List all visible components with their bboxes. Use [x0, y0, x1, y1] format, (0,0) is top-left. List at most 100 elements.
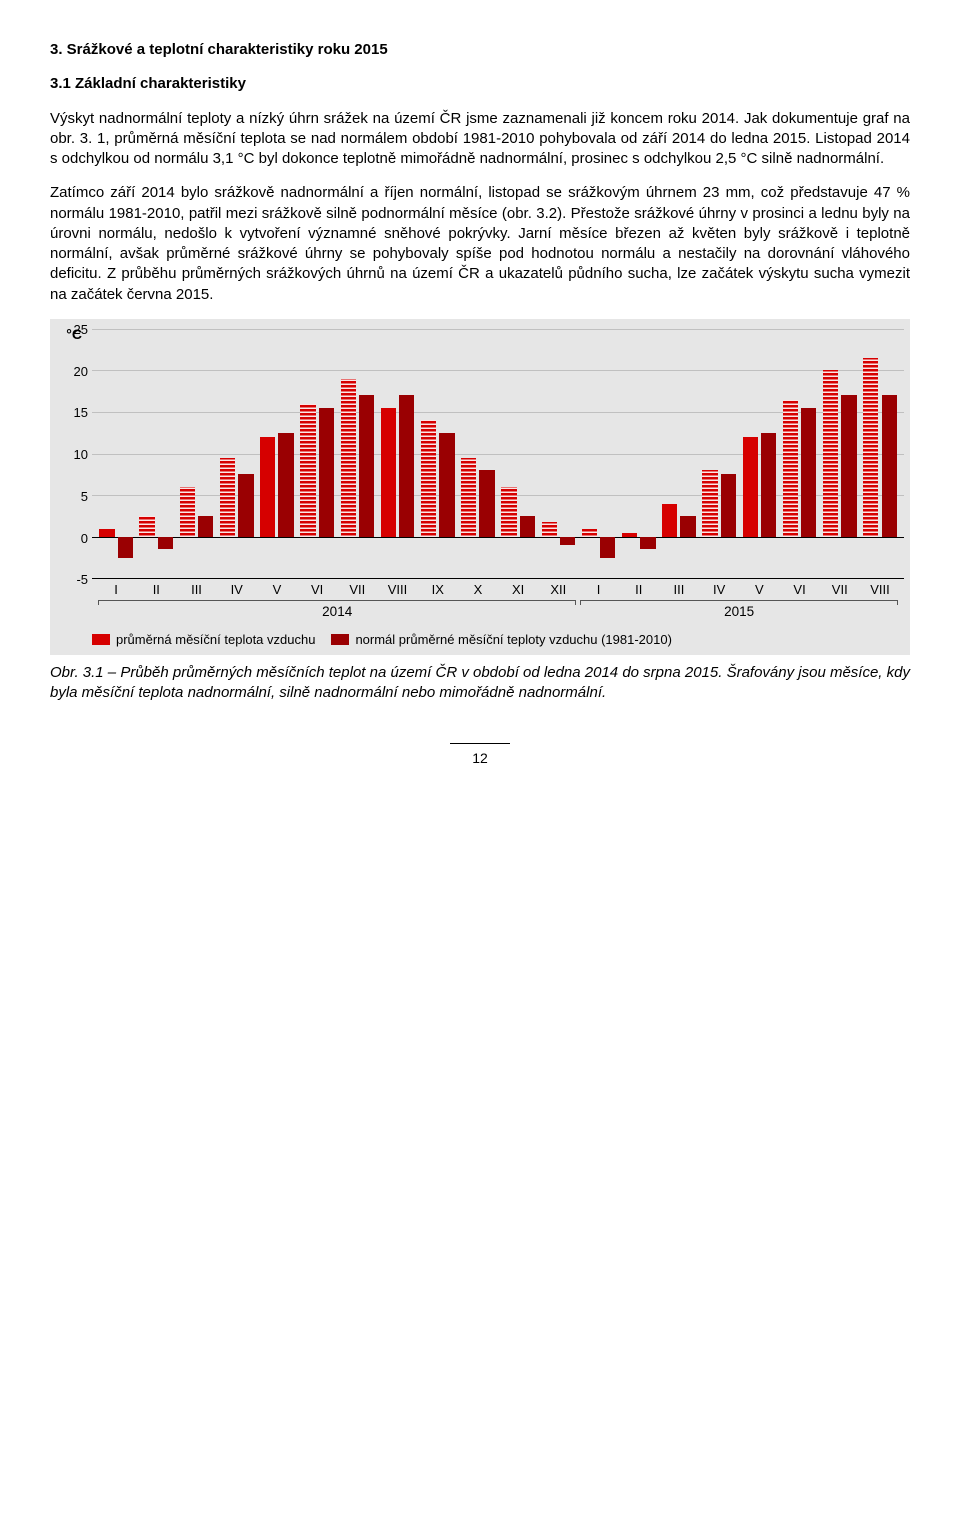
- y-axis: °C 2520151050-5: [56, 329, 92, 580]
- bar-normal: [600, 537, 615, 558]
- bar-normal: [882, 395, 897, 536]
- y-tick-label: 15: [74, 404, 88, 422]
- x-tick-label: VII: [338, 581, 376, 599]
- legend-item-normal: normál průměrné měsíční teploty vzduchu …: [331, 631, 672, 649]
- section-title: 3. Srážkové a teplotní charakteristiky r…: [50, 40, 910, 60]
- bar-normal: [520, 516, 535, 537]
- bar-actual: [501, 487, 516, 537]
- bar-actual: [220, 458, 235, 537]
- bar-normal: [158, 537, 173, 549]
- paragraph-2: Zatímco září 2014 bylo srážkově nadnormá…: [50, 183, 910, 305]
- y-tick-label: 0: [81, 530, 88, 548]
- bar-actual: [341, 379, 356, 537]
- subsection-title: 3.1 Základní charakteristiky: [50, 74, 910, 94]
- x-tick-label: VI: [780, 581, 818, 599]
- x-tick-label: VI: [298, 581, 336, 599]
- bar-actual: [823, 370, 838, 536]
- month-cell: [459, 329, 497, 579]
- month-cell: [620, 329, 658, 579]
- bar-actual: [180, 487, 195, 537]
- legend-swatch-normal: [331, 634, 349, 645]
- bar-actual: [662, 504, 677, 537]
- bar-normal: [198, 516, 213, 537]
- year-group-label: 2015: [578, 603, 900, 621]
- bar-actual: [863, 358, 878, 537]
- bar-normal: [721, 474, 736, 536]
- bar-actual: [139, 516, 154, 537]
- x-tick-label: IV: [700, 581, 738, 599]
- page-number: 12: [450, 743, 510, 768]
- x-tick-label: I: [97, 581, 135, 599]
- bar-normal: [319, 408, 334, 537]
- y-tick-label: 10: [74, 446, 88, 464]
- legend-label-actual: průměrná měsíční teplota vzduchu: [116, 631, 315, 649]
- bar-normal: [278, 433, 293, 537]
- bar-normal: [560, 537, 575, 545]
- bar-normal: [359, 395, 374, 536]
- x-tick-label: I: [579, 581, 617, 599]
- x-tick-label: III: [660, 581, 698, 599]
- x-tick-label: II: [620, 581, 658, 599]
- x-tick-label: VII: [821, 581, 859, 599]
- bar-actual: [622, 533, 637, 537]
- bar-normal: [640, 537, 655, 549]
- bar-normal: [841, 395, 856, 536]
- month-cell: [579, 329, 617, 579]
- month-cell: [97, 329, 135, 579]
- month-cell: [137, 329, 175, 579]
- bar-normal: [439, 433, 454, 537]
- plot-area: [92, 329, 904, 580]
- month-cell: [499, 329, 537, 579]
- bar-normal: [680, 516, 695, 537]
- month-cell: [338, 329, 376, 579]
- bar-actual: [582, 529, 597, 537]
- month-cell: [660, 329, 698, 579]
- year-group-label: 2014: [96, 603, 578, 621]
- month-cell: [378, 329, 416, 579]
- month-cell: [780, 329, 818, 579]
- bar-actual: [702, 470, 717, 537]
- chart-legend: průměrná měsíční teplota vzduchu normál …: [92, 631, 904, 649]
- month-cell: [419, 329, 457, 579]
- y-tick-label: 20: [74, 363, 88, 381]
- bar-actual: [783, 400, 798, 537]
- bar-actual: [260, 437, 275, 537]
- month-cell: [258, 329, 296, 579]
- bar-actual: [461, 458, 476, 537]
- month-cell: [218, 329, 256, 579]
- x-tick-label: V: [740, 581, 778, 599]
- x-tick-label: X: [459, 581, 497, 599]
- x-tick-label: VIII: [861, 581, 899, 599]
- x-tick-label: V: [258, 581, 296, 599]
- month-cell: [861, 329, 899, 579]
- bar-normal: [238, 474, 253, 536]
- bar-normal: [399, 395, 414, 536]
- paragraph-1: Výskyt nadnormální teploty a nízký úhrn …: [50, 109, 910, 170]
- bar-actual: [381, 408, 396, 537]
- bar-normal: [801, 408, 816, 537]
- month-cell: [539, 329, 577, 579]
- x-tick-label: IX: [419, 581, 457, 599]
- month-cell: [700, 329, 738, 579]
- x-tick-label: II: [137, 581, 175, 599]
- x-tick-label: XI: [499, 581, 537, 599]
- bar-normal: [479, 470, 494, 537]
- bars-layer: [92, 329, 904, 579]
- legend-swatch-actual: [92, 634, 110, 645]
- bar-normal: [118, 537, 133, 558]
- bar-actual: [542, 522, 557, 537]
- legend-item-actual: průměrná měsíční teplota vzduchu: [92, 631, 315, 649]
- x-axis: IIIIIIIVVVIVIIVIIIIXXXIXIIIIIIIIIVVVIVII…: [92, 581, 904, 599]
- legend-label-normal: normál průměrné měsíční teploty vzduchu …: [355, 631, 672, 649]
- bar-actual: [421, 420, 436, 537]
- x-tick-label: XII: [539, 581, 577, 599]
- bar-actual: [743, 437, 758, 537]
- y-tick-label: 5: [81, 488, 88, 506]
- temperature-chart: °C 2520151050-5 IIIIIIIVVVIVIIVIIIIXXXIX…: [50, 319, 910, 655]
- month-cell: [740, 329, 778, 579]
- figure-caption: Obr. 3.1 – Průběh průměrných měsíčních t…: [50, 663, 910, 704]
- month-cell: [821, 329, 859, 579]
- bar-actual: [300, 404, 315, 537]
- bar-normal: [761, 433, 776, 537]
- year-axis: 20142015: [92, 603, 904, 621]
